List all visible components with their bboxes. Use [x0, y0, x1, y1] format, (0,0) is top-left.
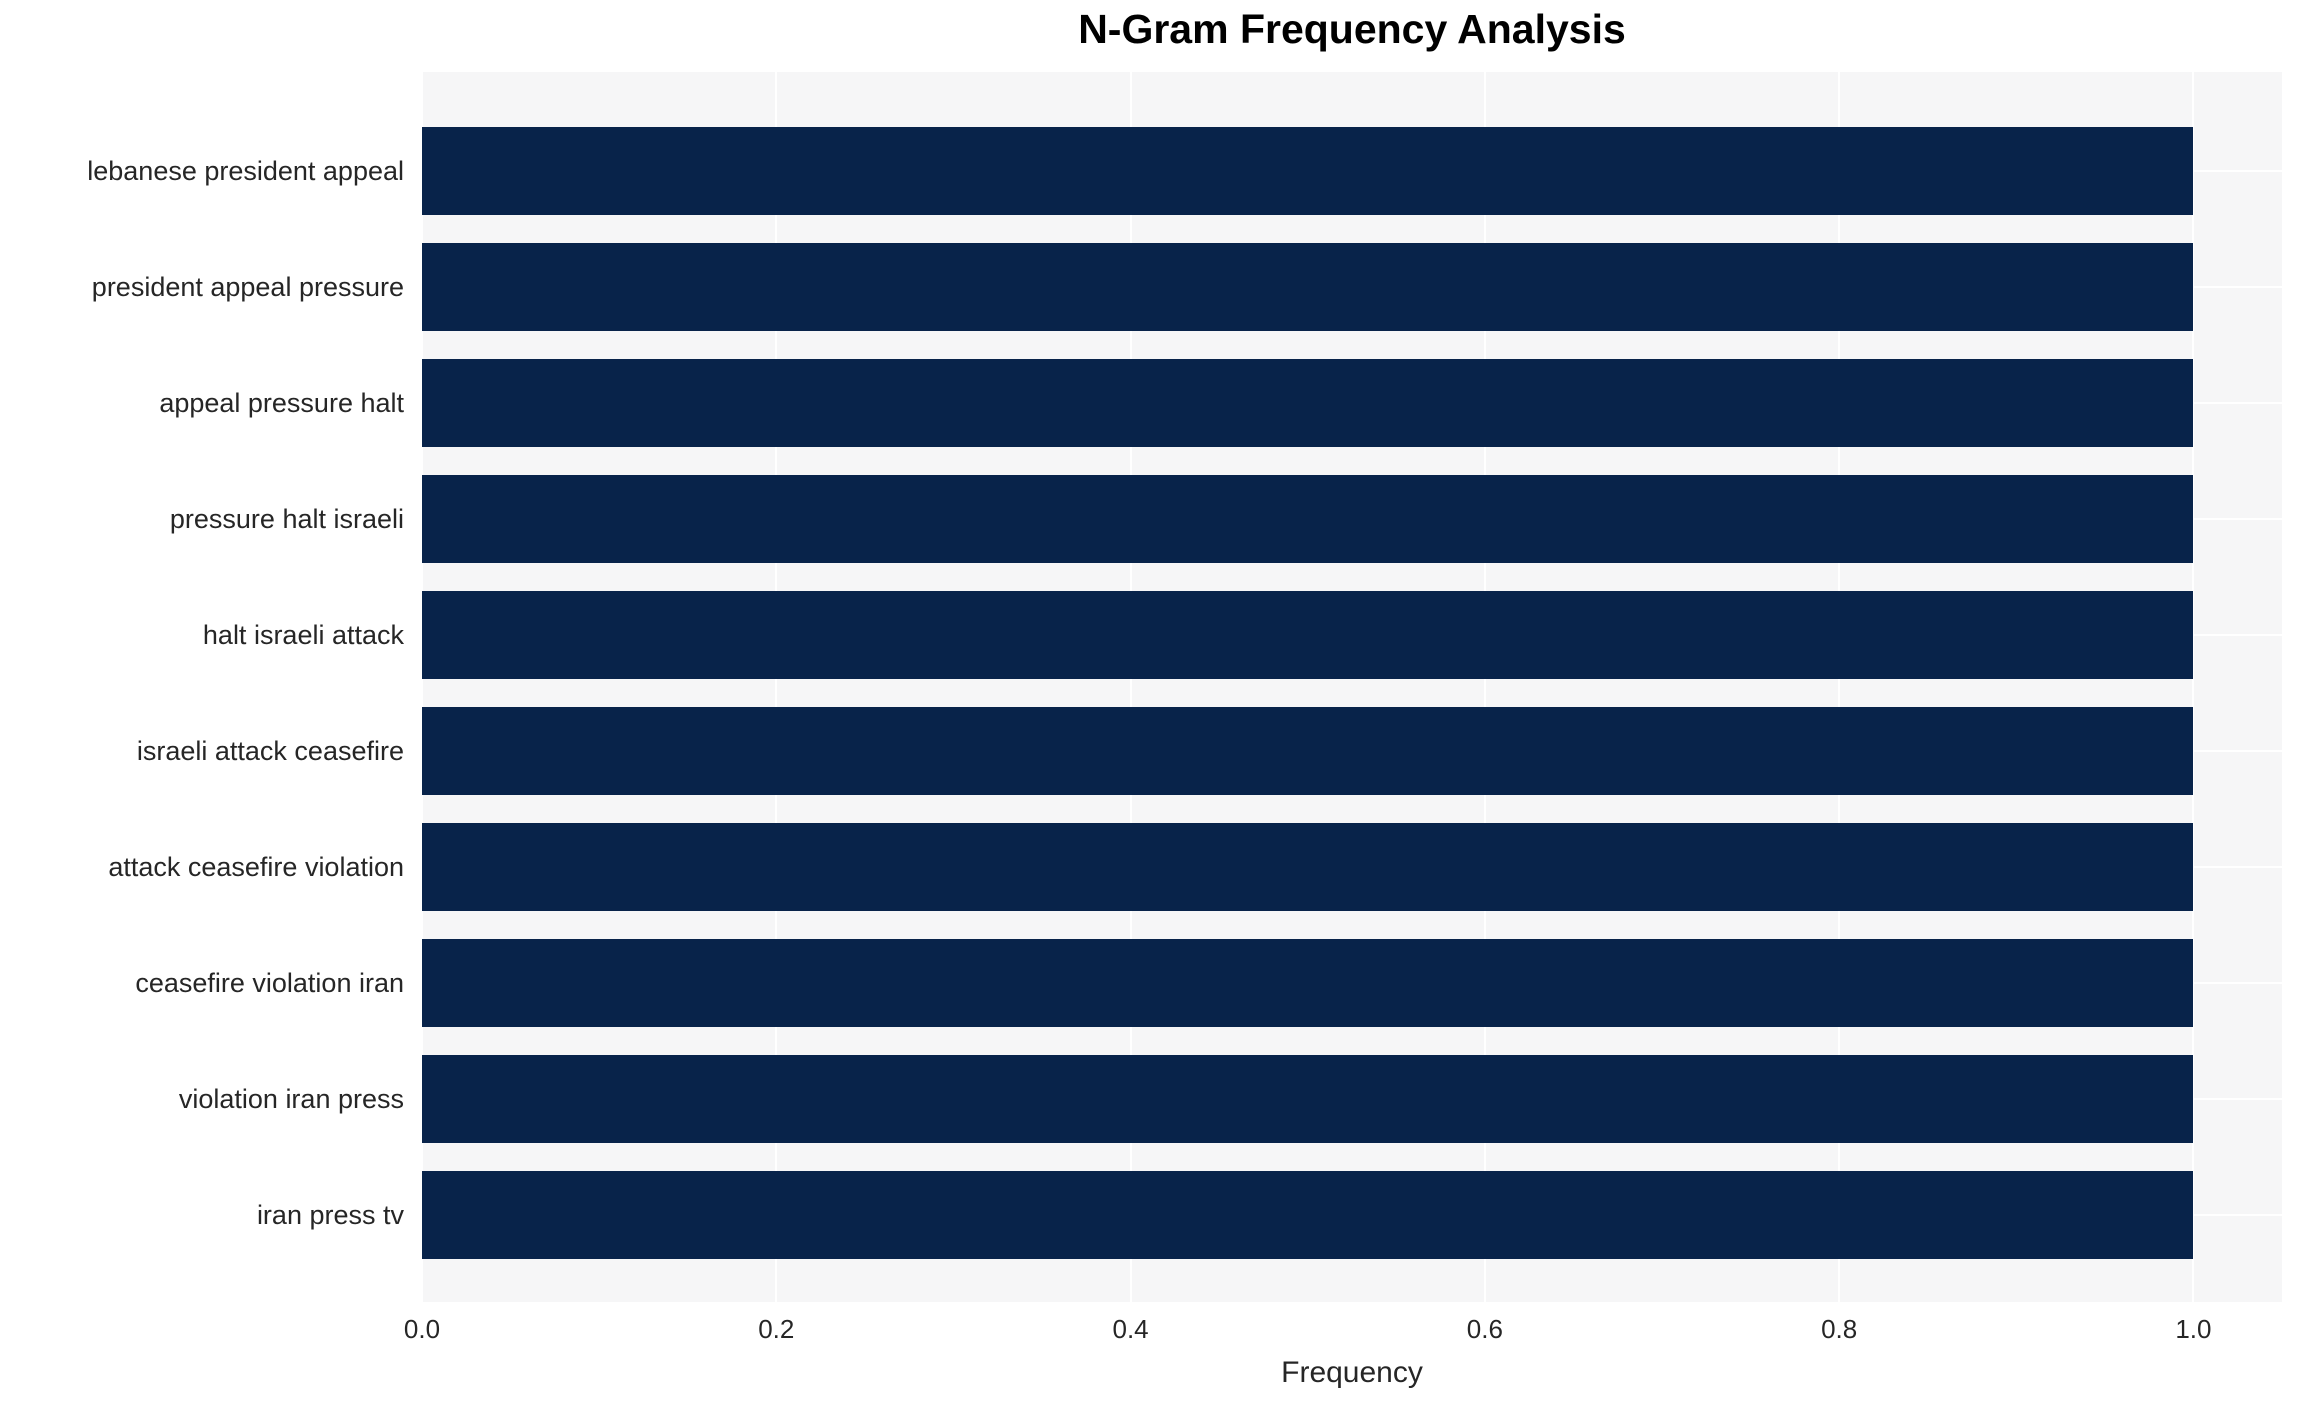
x-axis-title: Frequency — [1281, 1356, 1423, 1389]
x-tick-label: 0.0 — [403, 1314, 441, 1344]
bar-appeal-pressure-halt — [422, 359, 2194, 447]
bar-attack-ceasefire-violation — [422, 823, 2194, 911]
plot-area — [421, 72, 2282, 1302]
y-tick-label: president appeal pressure — [91, 272, 404, 302]
x-gridline — [1838, 72, 1841, 1302]
bar-president-appeal-pressure — [422, 243, 2194, 331]
x-tick-label: 0.8 — [1821, 1314, 1858, 1344]
bar-lebanese-president-appeal — [422, 127, 2194, 215]
x-tick-label: 1.0 — [2175, 1314, 2212, 1344]
x-tick-label: 0.4 — [1112, 1314, 1149, 1344]
y-tick-label: iran press tv — [256, 1200, 404, 1230]
x-gridline — [421, 72, 423, 1302]
x-gridline — [775, 72, 778, 1302]
y-tick-label: israeli attack ceasefire — [136, 736, 404, 766]
y-tick-label: appeal pressure halt — [159, 388, 404, 418]
bar-ceasefire-violation-iran — [422, 939, 2194, 1027]
bar-violation-iran-press — [422, 1055, 2194, 1143]
x-tick-label: 0.2 — [758, 1314, 795, 1344]
bar-iran-press-tv — [422, 1171, 2194, 1259]
x-gridline — [1483, 72, 1486, 1302]
bar-pressure-halt-israeli — [422, 475, 2194, 563]
y-tick-label: lebanese president appeal — [87, 156, 404, 186]
bar-halt-israeli-attack — [422, 591, 2194, 679]
x-gridline — [1129, 72, 1132, 1302]
y-tick-label: attack ceasefire violation — [108, 852, 404, 882]
x-tick-label: 0.6 — [1466, 1314, 1503, 1344]
bar-israeli-attack-ceasefire — [422, 707, 2194, 795]
chart-title: N-Gram Frequency Analysis — [1078, 6, 1626, 52]
y-tick-label: pressure halt israeli — [169, 504, 404, 534]
y-tick-label: ceasefire violation iran — [135, 968, 404, 998]
x-gridline — [2192, 72, 2195, 1302]
y-tick-label: violation iran press — [178, 1084, 404, 1114]
y-tick-label: halt israeli attack — [202, 620, 404, 650]
